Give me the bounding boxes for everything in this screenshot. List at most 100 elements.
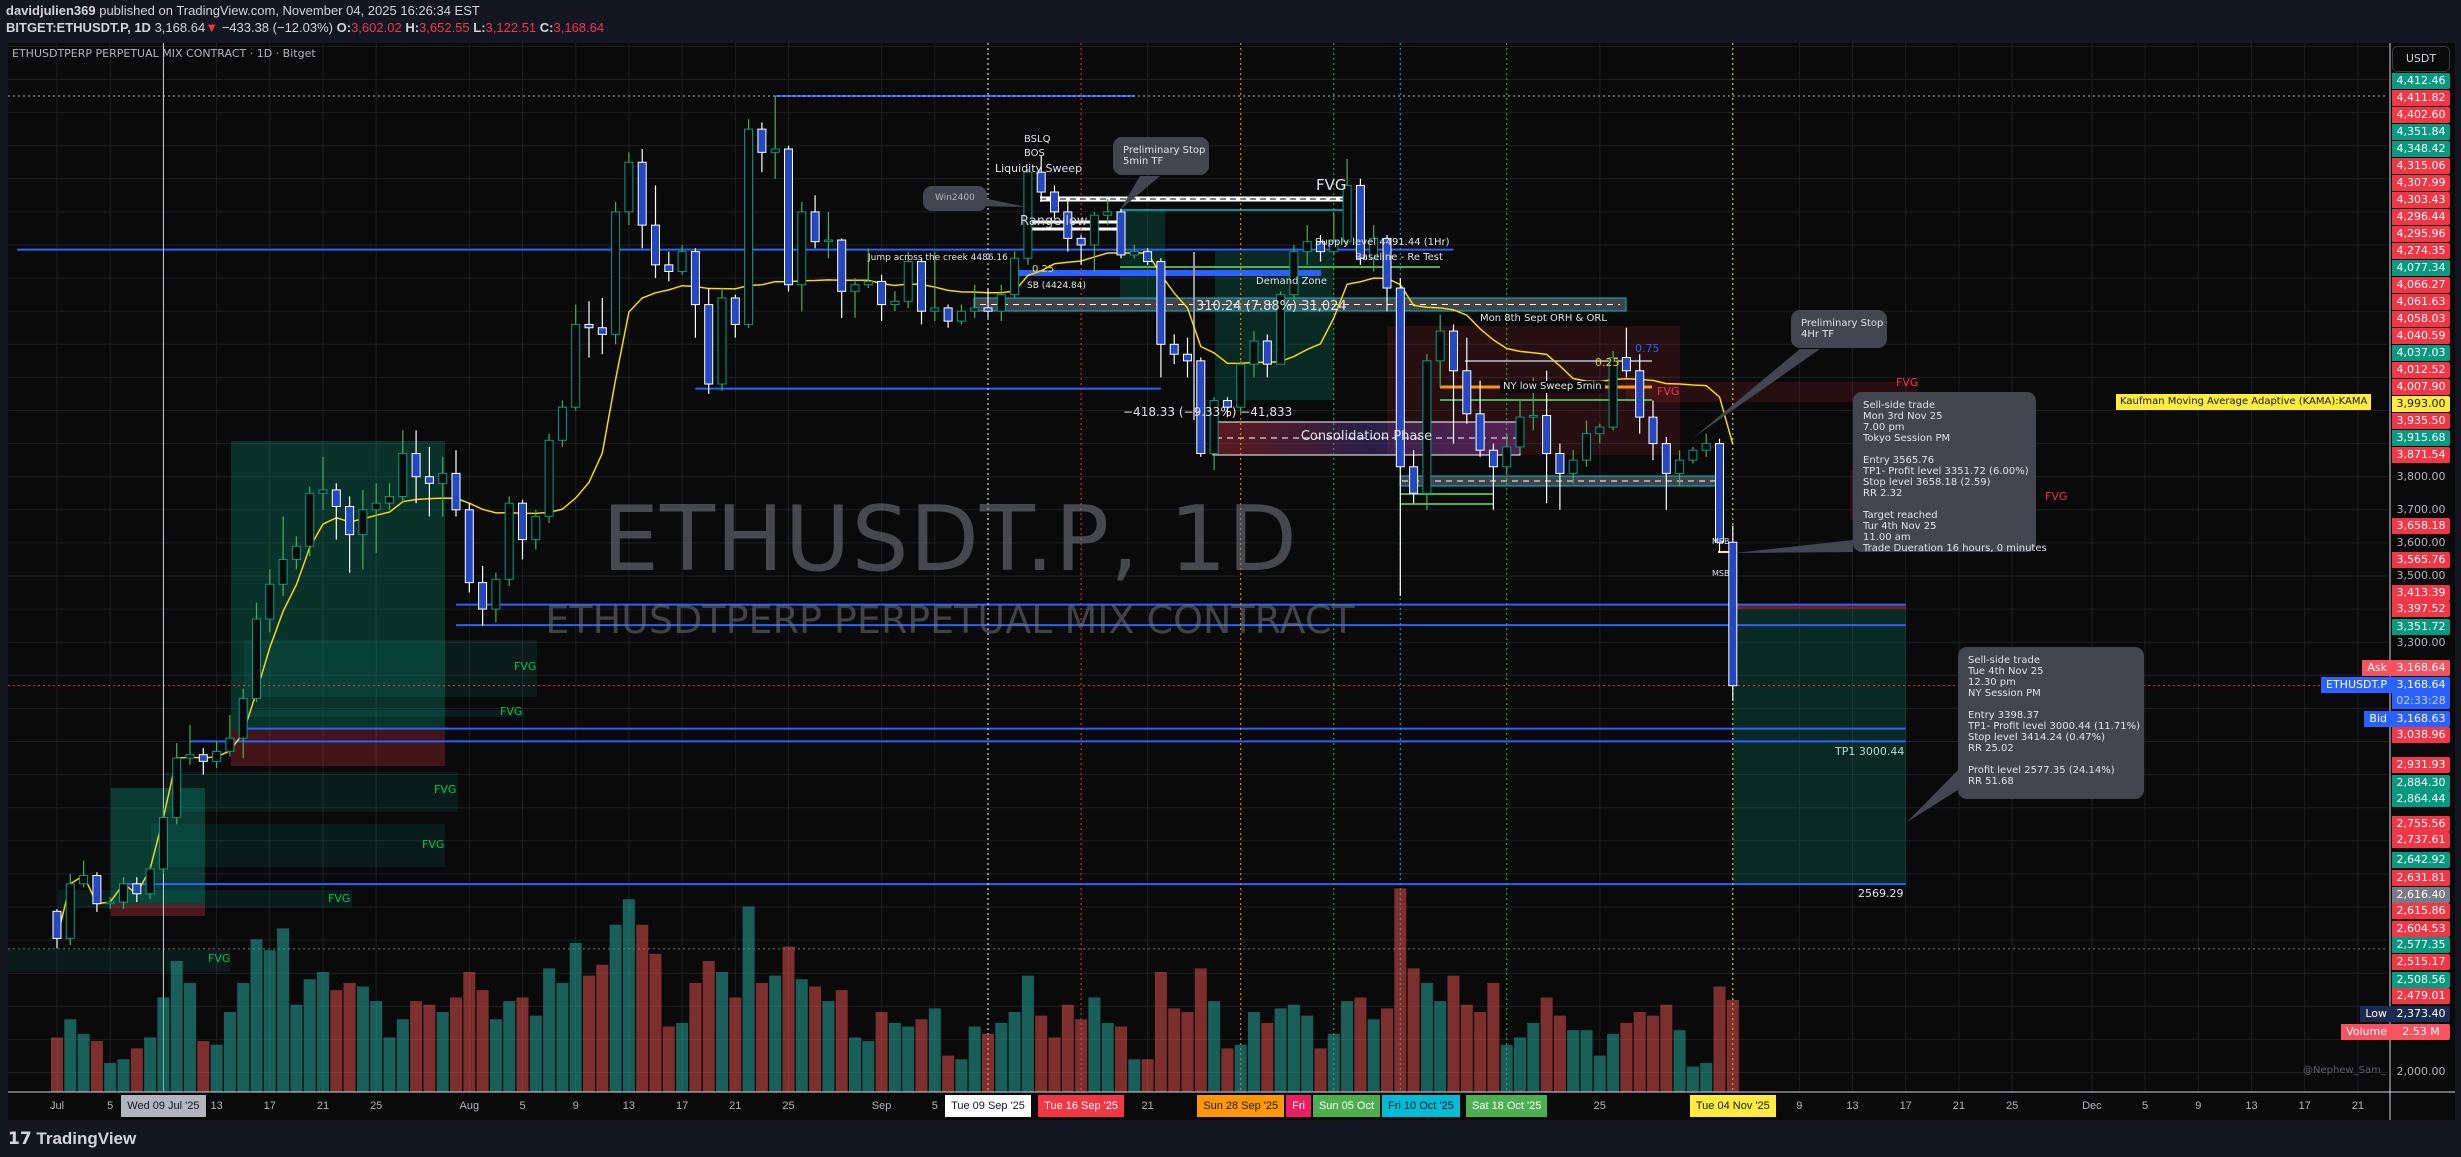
candle <box>491 572 501 623</box>
sell-side-trade-callout-2[interactable]: Sell-side trade Tue 4th Nov 25 12.30 pm … <box>1958 647 2144 799</box>
candle-body <box>1582 433 1591 461</box>
fvg-label: FVG <box>208 952 231 965</box>
high-value: 3,652.55 <box>419 20 470 35</box>
volume-bar <box>755 982 768 1092</box>
candle-body <box>358 509 368 536</box>
date-tick: 21 <box>729 1100 742 1112</box>
candle <box>398 430 408 504</box>
preliminary-stop-5min-callout[interactable]: Preliminary Stop 5min TF <box>1113 137 1209 175</box>
candle <box>504 496 514 586</box>
candle <box>212 741 222 768</box>
candle <box>637 149 647 249</box>
date-highlight-label: Wed 09 Jul '25 <box>121 1095 206 1117</box>
candle-body <box>132 883 142 895</box>
candle <box>770 96 780 179</box>
candle-body <box>1688 449 1698 461</box>
candle <box>757 122 767 173</box>
volume-bar <box>1168 1008 1181 1092</box>
volume-bar <box>317 972 329 1092</box>
candle-body <box>92 875 102 905</box>
candle <box>1262 334 1272 378</box>
candle <box>744 119 754 328</box>
volume-bar <box>1341 1001 1354 1092</box>
publisher-name[interactable]: davidjulien369 <box>6 3 96 18</box>
candle-body <box>265 583 275 620</box>
supply-level-label: Supply level 4491.44 (1Hr) <box>1315 237 1450 248</box>
volume-bar <box>104 1062 117 1092</box>
price-label: 2,479.01 <box>2392 988 2450 1004</box>
candle-body <box>318 489 328 494</box>
date-tick: 25 <box>1593 1100 1606 1112</box>
candle <box>1422 354 1432 510</box>
volume-bar <box>77 1033 90 1092</box>
symbol-label[interactable]: BITGET:ETHUSDT.P, 1D <box>6 20 151 35</box>
volume-bar <box>769 975 782 1092</box>
candle <box>943 304 953 328</box>
win-callout[interactable]: Win2400 <box>923 186 987 211</box>
close-value: 3,168.64 <box>553 20 605 35</box>
candle-body <box>1435 330 1445 362</box>
candle <box>478 566 488 626</box>
triangle-down-icon: ▼ <box>205 20 219 35</box>
date-tick: 17 <box>263 1100 276 1112</box>
volume-bar <box>1367 1019 1380 1092</box>
volume-bar <box>529 1015 542 1092</box>
tradingview-logo: 𝟭𝟳 TradingView <box>8 1129 136 1149</box>
candle-body <box>1661 443 1671 474</box>
price-label: 3,993.00 <box>2392 396 2450 412</box>
price-label: 4,348.42 <box>2392 141 2450 157</box>
volume-bar <box>356 986 369 1092</box>
candle-body <box>1262 340 1272 365</box>
date-tick: Dec <box>2082 1100 2102 1112</box>
volume-bar <box>583 975 595 1092</box>
price-label: 4,303.43 <box>2392 192 2450 208</box>
candle <box>677 245 687 275</box>
volume-bar <box>862 1041 875 1092</box>
volume-bar <box>1434 1001 1447 1092</box>
trade2-pointer <box>1907 770 1958 822</box>
candle-body <box>664 264 674 272</box>
candle-body <box>571 323 581 408</box>
candle <box>584 301 594 358</box>
credit-label: @Nephew_Sam_ <box>2303 1065 2386 1076</box>
fvg-label: FVG <box>1657 385 1680 398</box>
candle-body <box>1462 370 1472 415</box>
candle-body <box>105 901 115 905</box>
volume-bar <box>489 1019 502 1092</box>
fib-075-label: 0.75 <box>1635 342 1660 355</box>
currency-button[interactable]: USDT <box>2392 46 2450 72</box>
candle <box>1395 278 1405 596</box>
candle <box>823 211 833 259</box>
candle-body <box>145 868 155 895</box>
sell-side-trade-callout-1[interactable]: Sell-side trade Mon 3rd Nov 25 7.00 pm T… <box>1853 392 2047 554</box>
date-tick: 9 <box>1796 1100 1803 1112</box>
candle-body <box>238 697 248 739</box>
volume-bar <box>503 1001 516 1092</box>
measure-up-label: 310.24 (7.88%) 31,024 <box>1196 299 1347 314</box>
candle-body <box>172 757 182 819</box>
candle-body <box>252 618 261 699</box>
candle <box>92 872 102 912</box>
volume-bar <box>1514 1037 1526 1092</box>
candle-body <box>1515 416 1525 448</box>
candle-body <box>478 582 488 610</box>
volume-bar <box>1048 1037 1061 1092</box>
candle <box>1608 350 1618 431</box>
candle <box>1209 397 1219 471</box>
candle <box>185 724 195 765</box>
candle <box>1369 225 1379 272</box>
candle-body <box>464 509 474 584</box>
candle <box>664 251 674 282</box>
candle-body <box>278 558 288 585</box>
candle <box>424 446 434 517</box>
candle <box>1129 245 1139 259</box>
fib-label: 0.25 <box>1032 264 1055 275</box>
preliminary-stop-4hr-callout[interactable]: Preliminary Stop 4Hr TF <box>1791 310 1887 348</box>
date-tick: 17 <box>675 1100 689 1112</box>
volume-bar <box>942 1055 955 1092</box>
candle-body <box>451 472 461 511</box>
volume-bar <box>277 928 290 1092</box>
candle-body <box>198 754 208 762</box>
candle-body <box>717 297 727 385</box>
price-label: 3,915.68 <box>2392 430 2450 446</box>
